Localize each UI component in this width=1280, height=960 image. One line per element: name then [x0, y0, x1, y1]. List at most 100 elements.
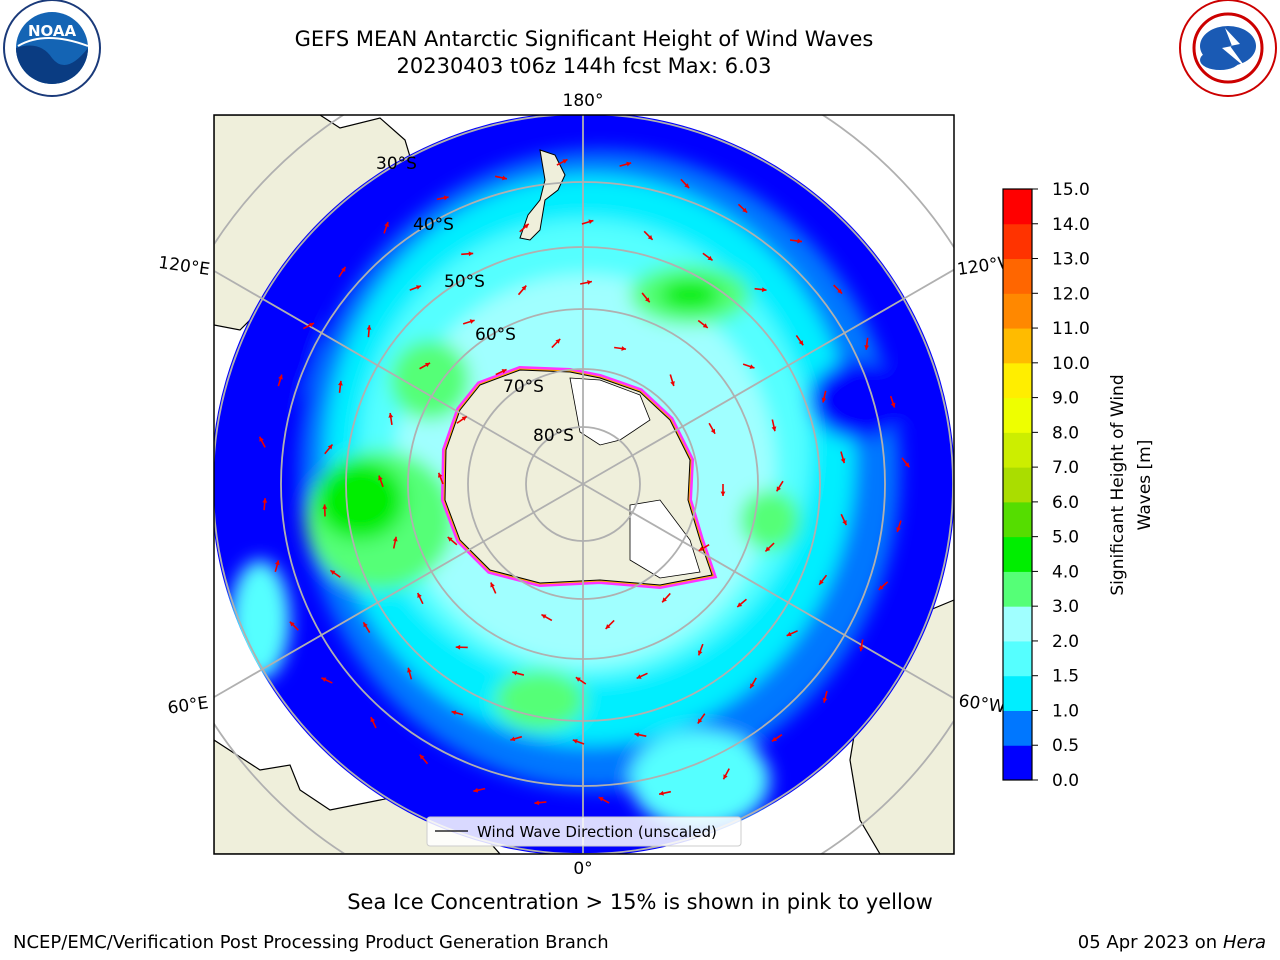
wave-arrow-head [384, 222, 389, 227]
colorbar-tick-label: 4.0 [1052, 562, 1079, 582]
colorbar-swatch [1003, 675, 1032, 711]
colorbar-tick-label: 12.0 [1052, 284, 1090, 304]
wave-arrow-head [864, 345, 870, 350]
wave-arrow-head [776, 486, 781, 492]
colorbar-tick-label: 8.0 [1052, 423, 1079, 443]
meridian-120w [582, 268, 954, 485]
wave-arrow-head [765, 546, 771, 552]
colorbar-swatch [1003, 223, 1032, 260]
wave-arrow-head [259, 436, 264, 442]
wave-arrow-head [469, 319, 475, 324]
wave-core-indian [315, 460, 405, 540]
wave-arrow-head [819, 579, 824, 585]
map-legend: Wind Wave Direction (unscaled) [426, 816, 742, 847]
wave-arrow-head [555, 338, 561, 344]
wave-direction-arrows [258, 158, 911, 806]
wave-arrow-head [468, 251, 474, 257]
meridian-60e [214, 483, 584, 699]
wave-arrow-head [698, 546, 704, 551]
wave-arrow-head [587, 280, 592, 285]
wave-arrow-head [392, 536, 398, 542]
wave-arrow-head [425, 362, 431, 368]
wave-arrow-head [797, 238, 802, 244]
colorbar-swatch [1003, 362, 1032, 399]
lat-label-70s: 70°S [503, 377, 544, 397]
wave-patch-atlantic [495, 670, 585, 730]
wave-arrow-head [572, 739, 578, 744]
footer-date-text: 05 Apr 2023 on [1077, 932, 1223, 953]
colorbar-tick-label: 10.0 [1052, 354, 1090, 374]
wave-arrow-head [702, 323, 708, 328]
wave-arrow-head [501, 369, 507, 374]
wave-arrow-head [710, 428, 716, 434]
wave-arrow-head [659, 790, 664, 796]
colorbar-swatch [1003, 606, 1032, 642]
lat-label-40s: 40°S [413, 215, 454, 235]
noaa-logo: NOAA [3, 0, 101, 97]
wave-arrow-head [534, 800, 540, 806]
wave-arrow-head [786, 631, 792, 637]
wave-arrow-head [684, 183, 690, 189]
colorbar-swatch [1003, 293, 1032, 329]
wave-arrow-head [822, 697, 828, 703]
lon-label-120e: 120°E [157, 253, 211, 280]
wave-arrow-head [455, 644, 461, 650]
wave-arrow-head [634, 732, 640, 738]
colorbar-tick-label: 15.0 [1052, 180, 1090, 200]
wave-arrow-head [289, 621, 295, 627]
wave-arrow-head [750, 683, 755, 689]
colorbar-swatch [1003, 189, 1032, 225]
wave-arrow-head [461, 416, 467, 421]
nws-logo-cloud-lower [1200, 50, 1240, 70]
wave-arrow-head [742, 207, 748, 213]
lat-label-30s: 30°S [376, 154, 417, 174]
wave-arrow-head [330, 570, 336, 575]
wave-arrow-head [443, 195, 449, 201]
colorbar-swatch [1003, 258, 1032, 294]
noaa-logo-text: NOAA [28, 22, 77, 40]
footer-machine: Hera [1222, 932, 1266, 953]
colorbar-tick-label: 9.0 [1052, 389, 1079, 409]
wave-arrow-head [605, 624, 611, 629]
wave-arrow-head [636, 674, 642, 679]
wave-arrow-head [378, 475, 383, 481]
wave-arrow-head [419, 754, 425, 760]
colorbar-tick-label: 13.0 [1052, 250, 1090, 270]
new-zealand-land [519, 149, 566, 241]
wave-calm-northwest [240, 300, 320, 400]
wave-arrow-head [407, 667, 412, 673]
wave-arrow-head [626, 161, 632, 167]
wave-arrow-head [341, 266, 346, 272]
map-panel: 30°S 40°S 50°S 60°S 70°S 80°S Wind Wave … [214, 115, 954, 854]
wave-arrow-head [278, 374, 283, 380]
colorbar-tick-label: 11.0 [1052, 319, 1090, 339]
wave-arrow-head [523, 223, 529, 229]
legend-box [426, 816, 742, 847]
colorbar-swatch [1003, 467, 1032, 503]
chart-subtitle: 20230403 t06z 144h fcst Max: 6.03 [396, 54, 772, 78]
wave-arrow-head [575, 677, 581, 682]
colorbar-tick-label: 3.0 [1052, 597, 1079, 617]
wave-arrow-head [749, 364, 755, 369]
wave-arrow-head [598, 797, 604, 802]
lon-label-0: 0° [573, 859, 592, 879]
colorbar-swatch [1003, 571, 1032, 607]
wave-arrow-head [697, 718, 703, 724]
wave-arrow-head [821, 397, 827, 403]
wave-arrow-head [662, 597, 667, 603]
wave-calm-east [810, 360, 910, 440]
wave-arrow-head [370, 717, 375, 723]
chart-title: GEFS MEAN Antarctic Significant Height o… [294, 27, 874, 51]
colorbar-swatch [1003, 432, 1032, 468]
wave-arrow-head [697, 650, 703, 656]
wave-arrow-head [904, 462, 910, 468]
wave-arrow-head [621, 346, 627, 351]
wave-arrow-head [309, 322, 315, 328]
noaa-logo-bird [16, 45, 88, 84]
wave-arrow-head [771, 736, 777, 742]
colorbar-label-line2: Waves [m] [1135, 440, 1155, 531]
wave-arrow-head [447, 536, 453, 542]
colorbar-swatch [1003, 328, 1032, 364]
ice-shelf-weddell [629, 499, 701, 579]
